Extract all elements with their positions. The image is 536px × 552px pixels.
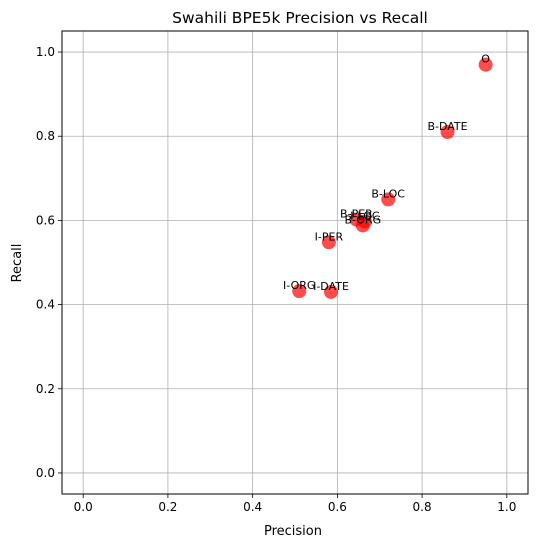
data-point: [292, 284, 307, 299]
x-tick-label: 0.8: [413, 500, 432, 514]
point-label: O: [481, 53, 490, 66]
grid-lines: [62, 31, 528, 494]
point-label: B-LOC: [371, 187, 405, 200]
point-label: B-PER: [340, 208, 373, 221]
plot-frame: [61, 30, 529, 495]
data-point: [321, 235, 336, 250]
point-label: I-LOC: [350, 210, 380, 223]
data-point: [324, 284, 339, 299]
y-tick-label: 0.0: [36, 466, 55, 480]
y-axis-label: Recall: [10, 244, 25, 283]
y-tick-label: 0.8: [36, 129, 55, 143]
point-label: B-DATE: [427, 120, 467, 133]
point-label: I-DATE: [313, 280, 349, 293]
y-tick-label: 0.6: [36, 213, 55, 227]
point-label: I-ORG: [283, 279, 315, 292]
x-tick-label: 0.0: [74, 500, 93, 514]
x-tick-label: 1.0: [497, 500, 516, 514]
chart-title: Swahili BPE5k Precision vs Recall: [172, 9, 428, 27]
data-point: [478, 57, 493, 72]
y-tick-label: 1.0: [36, 45, 55, 59]
y-tick-label: 0.4: [36, 298, 55, 312]
y-axis-ticks: 0.0 0.2 0.4 0.6 0.8 1.0: [36, 45, 62, 480]
point-label: I-PER: [315, 230, 344, 243]
data-points: [292, 57, 493, 299]
point-label: B-ORG: [344, 213, 381, 226]
data-point: [440, 125, 455, 140]
x-axis-ticks: 0.0 0.2 0.4 0.6 0.8 1.0: [74, 494, 516, 514]
y-tick-label: 0.2: [36, 382, 55, 396]
x-axis-label: Precision: [264, 524, 322, 539]
data-point: [381, 192, 396, 207]
x-tick-label: 0.6: [328, 500, 347, 514]
data-point: [355, 218, 370, 233]
x-tick-label: 0.2: [158, 500, 177, 514]
x-tick-label: 0.4: [243, 500, 262, 514]
